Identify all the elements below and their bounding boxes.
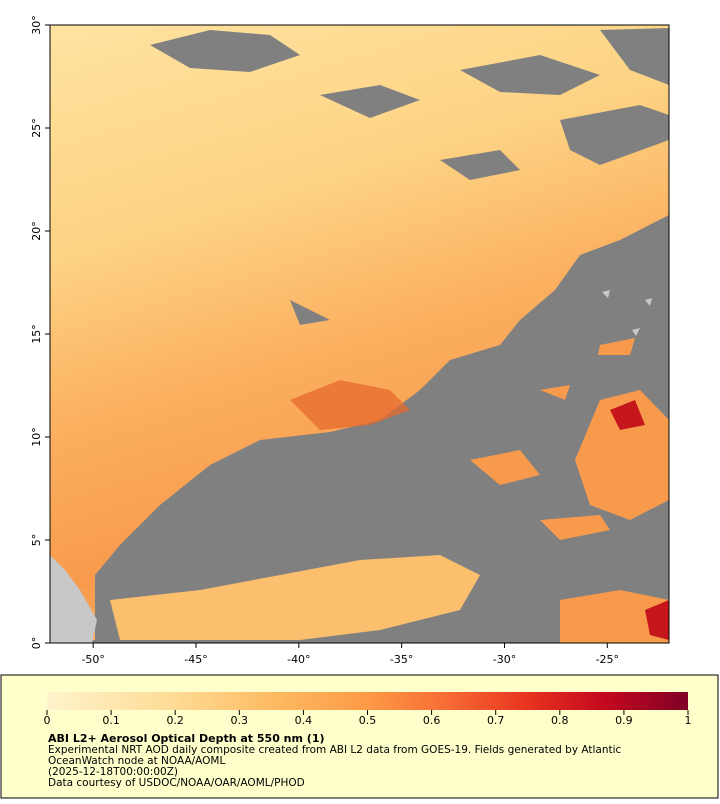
caption-line: Experimental NRT AOD daily composite cre… [48,744,622,756]
y-tick-label: 30° [30,15,43,35]
x-tick-label: -50° [81,653,104,666]
y-tick-label: 15° [30,324,43,344]
y-tick-label: 0° [30,637,43,650]
colorbar-tick-label: 0.6 [423,714,441,727]
aerosol-field [50,25,669,643]
x-tick-label: -45° [184,653,207,666]
colorbar-tick-label: 1 [685,714,692,727]
caption-line: Data courtesy of USDOC/NOAA/OAR/AOML/PHO… [48,777,305,789]
land [50,555,97,643]
colorbar-tick-label: 0.3 [231,714,249,727]
colorbar-tick-label: 0.5 [359,714,377,727]
colorbar-tick-label: 0 [44,714,51,727]
x-tick-label: -25° [596,653,619,666]
x-tick-label: -35° [390,653,413,666]
y-tick-label: 5° [30,534,43,547]
colorbar-tick-label: 0.1 [102,714,120,727]
colorbar-tick-label: 0.4 [295,714,313,727]
colorbar [47,692,688,710]
y-tick-label: 20° [30,221,43,241]
aerosol-patch [110,555,480,640]
map [49,24,670,644]
cloud-gap [290,300,330,325]
colorbar-tick-label: 0.8 [551,714,569,727]
x-tick-label: -40° [287,653,310,666]
caption-line: OceanWatch node at NOAA/AOML [48,755,225,767]
axes: -50° -45° -40° -35° -30° -25° 0° 5° 10° 15° 20° 25°… [30,15,619,666]
land [602,290,652,336]
colorbar-tick-label: 0.2 [166,714,184,727]
x-tick-label: -30° [493,653,516,666]
high-aod [610,400,669,640]
colorbar-ticks: 0 0.1 0.2 0.3 0.4 0.5 0.6 0.7 0.8 0.9 1 [44,710,692,727]
caption-line: (2025-12-18T00:00:00Z) [48,766,178,778]
high-aod [290,380,410,430]
legend-title: ABI L2+ Aerosol Optical Depth at 550 nm … [48,732,325,745]
colorbar-tick-label: 0.9 [615,714,633,727]
y-tick-label: 10° [30,427,43,447]
cloud-gap [150,28,669,180]
colorbar-tick-label: 0.7 [487,714,505,727]
y-tick-label: 25° [30,118,43,138]
